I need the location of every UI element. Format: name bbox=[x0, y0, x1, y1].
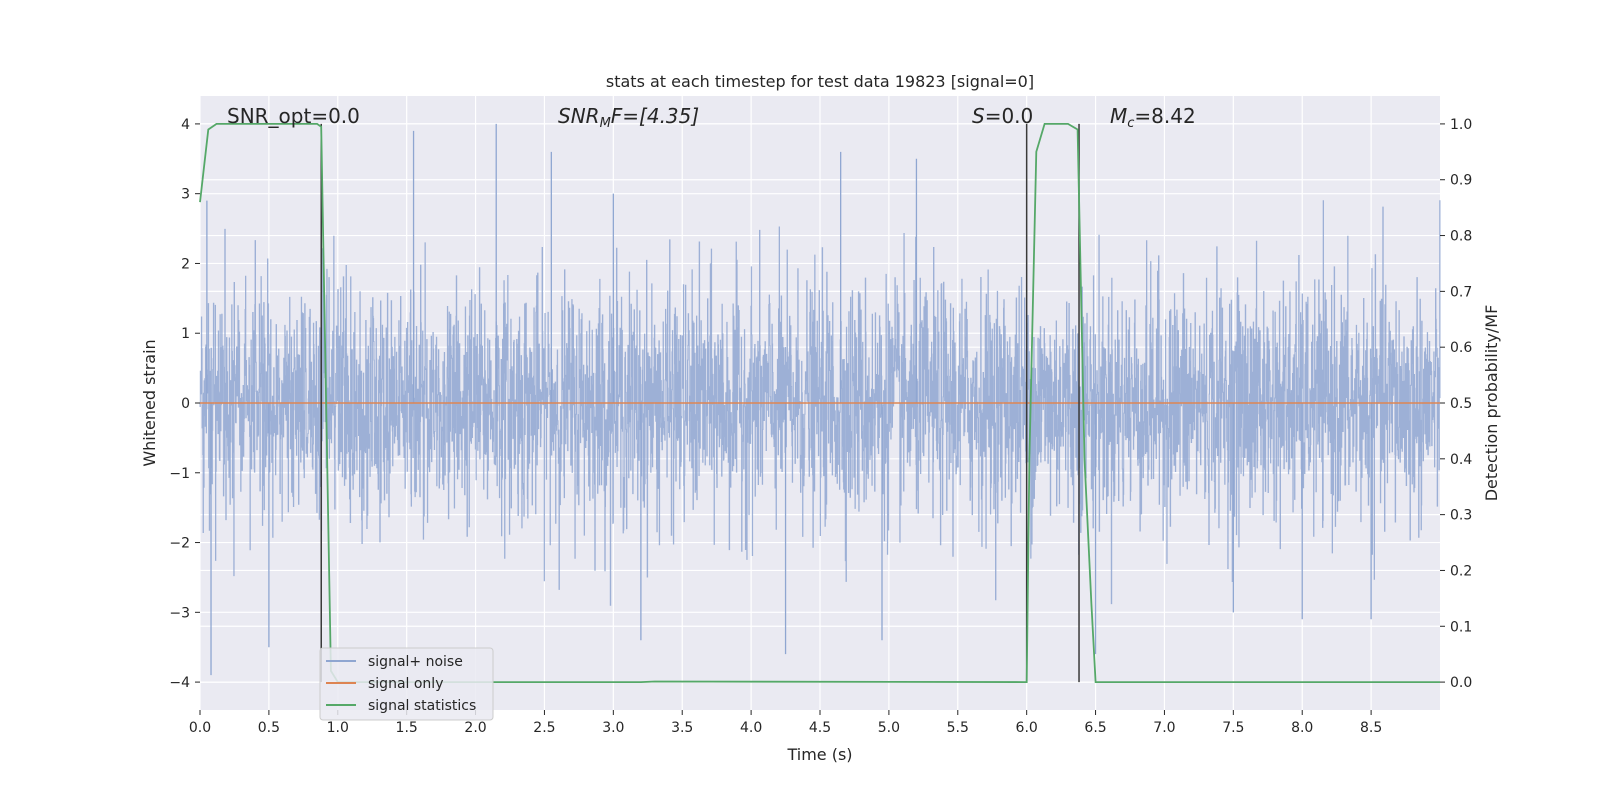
x-tick-label: 2.0 bbox=[464, 720, 486, 736]
y-tick-label: 1 bbox=[181, 326, 190, 342]
y2-tick-label: 0.3 bbox=[1450, 508, 1472, 524]
mc-sub: c bbox=[1127, 116, 1134, 131]
x-tick-label: 7.5 bbox=[1222, 720, 1244, 736]
x-tick-label: 1.0 bbox=[327, 720, 349, 736]
snr-mf-sub: M bbox=[600, 116, 611, 131]
mc-rest: =8.42 bbox=[1134, 104, 1195, 128]
annotation-snr-opt: SNR_opt=0.0 bbox=[227, 104, 360, 128]
x-tick-label: 0.0 bbox=[189, 720, 211, 736]
x-tick-label: 2.5 bbox=[533, 720, 555, 736]
y2-tick-label: 0.1 bbox=[1450, 619, 1472, 635]
y-tick-label: 4 bbox=[181, 117, 190, 133]
y-tick-label: 0 bbox=[181, 396, 190, 412]
x-tick-label: 0.5 bbox=[258, 720, 280, 736]
y2-tick-label: 0.8 bbox=[1450, 229, 1472, 245]
x-tick-label: 5.0 bbox=[878, 720, 900, 736]
x-tick-label: 3.5 bbox=[671, 720, 693, 736]
y2-tick-label: 0.9 bbox=[1450, 173, 1472, 189]
x-tick-label: 4.5 bbox=[809, 720, 831, 736]
y-axis-title: Whitened strain bbox=[140, 339, 159, 466]
annotation-s: S=0.0 bbox=[972, 104, 1033, 128]
noise-series bbox=[199, 123, 1441, 676]
x-tick-label: 6.5 bbox=[1084, 720, 1106, 736]
y-tick-label: −1 bbox=[169, 466, 190, 482]
legend-label-signal-statistics: signal statistics bbox=[368, 698, 476, 714]
s-base: S bbox=[972, 104, 985, 128]
snr-mf-base: SNR bbox=[558, 104, 600, 128]
y-tick-label: −4 bbox=[169, 675, 190, 691]
y2-tick-label: 0.2 bbox=[1450, 563, 1472, 579]
annotation-mc: Mc=8.42 bbox=[1110, 104, 1196, 131]
legend-box bbox=[319, 647, 494, 721]
signal-statistics-line bbox=[199, 123, 1440, 684]
y2-tick-label: 0.7 bbox=[1450, 284, 1472, 300]
x-tick-label: 5.5 bbox=[947, 720, 969, 736]
snr-mf-rest: F=[4.35] bbox=[611, 104, 699, 128]
x-axis-title: Time (s) bbox=[786, 745, 852, 764]
y2-tick-label: 0.4 bbox=[1450, 452, 1472, 468]
y2-tick-label: 0.0 bbox=[1450, 675, 1472, 691]
x-tick-label: 4.0 bbox=[740, 720, 762, 736]
x-tick-label: 7.0 bbox=[1153, 720, 1175, 736]
lines-layer bbox=[199, 123, 1440, 684]
legend-label-signal-only: signal only bbox=[368, 676, 443, 692]
s-rest: =0.0 bbox=[985, 104, 1034, 128]
y2-tick-label: 0.5 bbox=[1450, 396, 1472, 412]
x-tick-label: 8.5 bbox=[1360, 720, 1382, 736]
y2-tick-label: 1.0 bbox=[1450, 117, 1472, 133]
mc-base: M bbox=[1110, 104, 1127, 128]
y-tick-label: 2 bbox=[181, 256, 190, 272]
x-tick-label: 3.0 bbox=[602, 720, 624, 736]
chart-title: stats at each timestep for test data 198… bbox=[606, 72, 1034, 91]
x-tick-label: 8.0 bbox=[1291, 720, 1313, 736]
x-tick-label: 1.5 bbox=[396, 720, 418, 736]
y-tick-label: −3 bbox=[169, 605, 190, 621]
y2-axis-title: Detection probability/MF bbox=[1482, 305, 1501, 502]
y-tick-label: 3 bbox=[181, 187, 190, 203]
y2-tick-label: 0.6 bbox=[1450, 340, 1472, 356]
legend: signal+ noise signal only signal statist… bbox=[319, 647, 494, 721]
annotation-snr-mf: SNRMF=[4.35] bbox=[558, 104, 699, 131]
ticks-layer: 0.0 0.5 1.0 1.5 2.0 2.5 3.0 3.5 4.0 4.5 5.0 5.5 6.0 6… bbox=[169, 117, 1472, 736]
y-tick-label: −2 bbox=[169, 536, 190, 552]
x-tick-label: 6.0 bbox=[1016, 720, 1038, 736]
legend-label-signal-noise: signal+ noise bbox=[368, 654, 463, 670]
